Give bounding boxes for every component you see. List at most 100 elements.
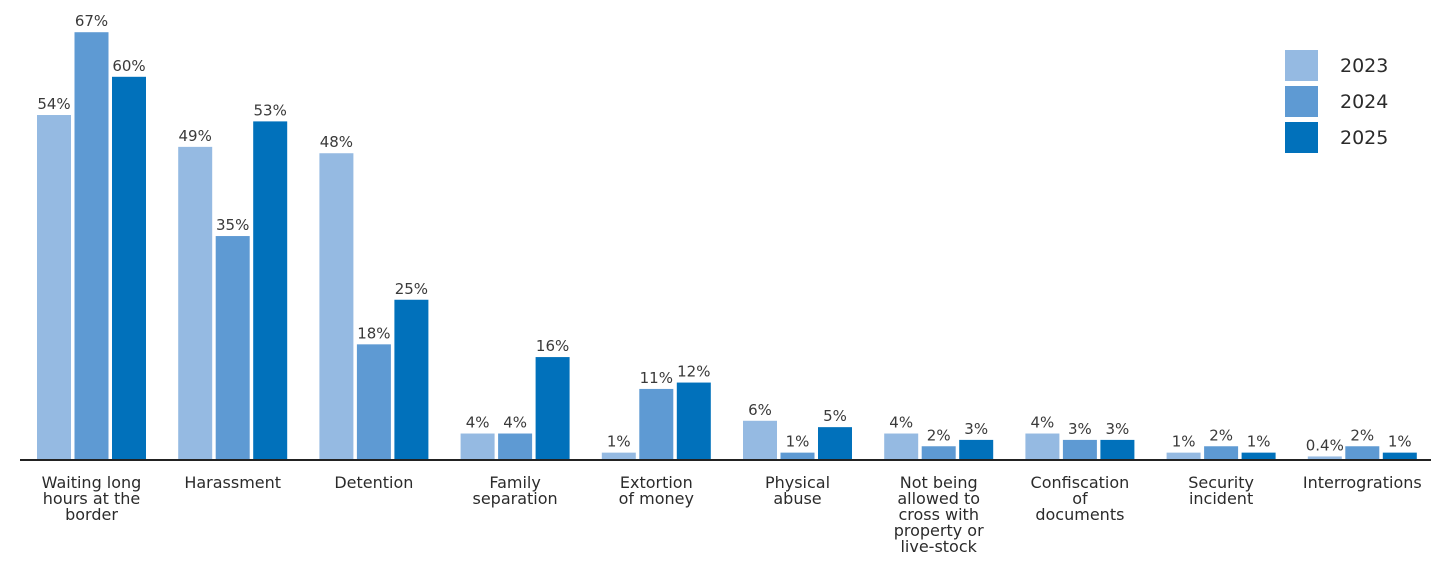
value-label-2024-3: 4% <box>503 414 527 432</box>
value-label-2025-3: 16% <box>536 337 569 355</box>
value-label-2024-2: 18% <box>357 324 390 342</box>
category-label-line: Harassment <box>184 473 281 492</box>
value-label-2023-2: 48% <box>320 133 353 151</box>
value-labels-layer: 54%67%60%49%35%53%48%18%25%4% 4%16%1%11% 1… <box>37 12 1411 454</box>
bar-2023-4 <box>601 452 636 459</box>
category-label-line: documents <box>1035 505 1124 524</box>
bar-2025-6 <box>959 439 994 459</box>
category-label-line: border <box>65 505 118 524</box>
value-label-2024-7: 3% <box>1068 420 1092 438</box>
category-label-line: allowed to <box>897 489 980 508</box>
category-label-line: Security <box>1188 473 1254 492</box>
bar-2025-1 <box>253 121 288 459</box>
category-label-line: property or <box>894 521 984 540</box>
legend-swatch-2024 <box>1285 86 1318 117</box>
value-label-2025-7: 3% <box>1106 420 1130 438</box>
category-label-line: Family <box>489 473 540 492</box>
value-label-2023-9: 0.4% <box>1306 436 1344 454</box>
category-label-line: of <box>1072 489 1088 508</box>
value-label-2023-1: 49% <box>179 127 212 145</box>
value-label-2024-4: 11% <box>640 369 673 387</box>
value-label-2023-7: 4% <box>1031 414 1055 432</box>
bar-2023-5 <box>743 420 777 459</box>
value-label-2023-3: 4% <box>466 414 490 432</box>
bar-2025-0 <box>112 76 146 460</box>
bar-2025-2 <box>394 299 429 459</box>
category-label-line: hours at the <box>43 489 141 508</box>
value-label-2023-4: 1% <box>607 433 631 451</box>
value-label-2025-9: 1% <box>1388 433 1412 451</box>
value-label-2024-8: 2% <box>1209 426 1233 444</box>
category-label-line: of money <box>619 489 694 508</box>
category-label-line: Confiscation <box>1031 473 1130 492</box>
category-label-9: Interrogrations <box>1303 473 1422 492</box>
bar-2023-6 <box>884 433 919 459</box>
category-label-line: Not being <box>900 473 978 492</box>
legend-label-2025: 2025 <box>1340 127 1388 149</box>
value-label-2024-5: 1% <box>786 433 810 451</box>
value-label-2025-8: 1% <box>1247 433 1271 451</box>
legend-label-2024: 2024 <box>1340 91 1388 113</box>
bar-2024-4 <box>639 388 674 459</box>
bar-2025-4 <box>676 382 711 459</box>
category-label-1: Harassment <box>184 473 281 492</box>
category-label-line: abuse <box>773 489 821 508</box>
bar-2023-8 <box>1166 452 1201 459</box>
value-label-2025-1: 53% <box>254 101 287 119</box>
category-label-line: cross with <box>898 505 979 524</box>
category-label-line: Physical <box>765 473 830 492</box>
bar-2024-8 <box>1204 446 1239 459</box>
bar-2024-6 <box>921 446 956 459</box>
bar-2023-1 <box>178 146 213 459</box>
bar-2024-5 <box>780 452 815 459</box>
category-label-line: separation <box>473 489 558 508</box>
bar-2024-3 <box>498 433 533 459</box>
category-label-line: live-stock <box>900 537 977 556</box>
category-label-2: Detention <box>334 473 413 492</box>
category-label-line: Waiting long <box>42 473 142 492</box>
bar-2023-3 <box>460 433 495 459</box>
bar-2025-3 <box>535 357 570 459</box>
bar-2023-9 <box>1307 456 1342 459</box>
category-label-line: Detention <box>334 473 413 492</box>
value-label-2024-9: 2% <box>1350 426 1374 444</box>
legend-label-2023: 2023 <box>1340 55 1388 77</box>
value-label-2023-6: 4% <box>889 414 913 432</box>
value-label-2025-5: 5% <box>823 407 847 425</box>
bar-2024-2 <box>356 344 391 459</box>
legend-swatch-2025 <box>1285 122 1318 153</box>
bar-2025-7 <box>1100 439 1135 459</box>
category-label-line: incident <box>1189 489 1253 508</box>
category-label-line: Extortion <box>620 473 693 492</box>
value-label-2024-1: 35% <box>216 216 249 234</box>
value-label-2025-0: 60% <box>112 57 145 75</box>
value-label-2025-6: 3% <box>964 420 988 438</box>
value-label-2023-5: 6% <box>748 401 772 419</box>
value-label-2023-0: 54% <box>37 95 70 113</box>
category-label-line: Interrogrations <box>1303 473 1422 492</box>
legend-swatch-2023 <box>1285 50 1318 81</box>
bar-2024-1 <box>215 236 250 459</box>
bar-2025-9 <box>1382 452 1417 459</box>
legend: 2023 2024 2025 <box>1285 50 1388 153</box>
value-label-2025-4: 12% <box>677 363 710 381</box>
bar-2025-8 <box>1241 452 1276 459</box>
value-label-2023-8: 1% <box>1172 433 1196 451</box>
value-label-2025-2: 25% <box>395 280 428 298</box>
value-label-2024-6: 2% <box>927 426 951 444</box>
bar-2025-5 <box>818 427 852 459</box>
value-label-2024-0: 67% <box>75 12 108 30</box>
bar-2023-0 <box>37 115 71 460</box>
bar-2023-7 <box>1025 433 1060 459</box>
bar-2024-9 <box>1345 446 1380 459</box>
bar-2023-2 <box>319 153 354 460</box>
